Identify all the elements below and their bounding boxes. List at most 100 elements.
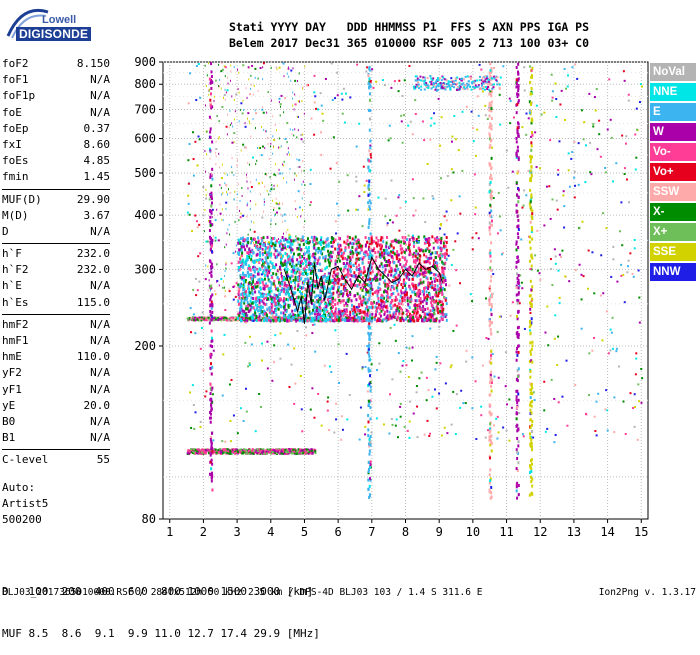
- echo-point: [221, 177, 223, 179]
- echo-point: [302, 452, 304, 454]
- echo-point: [387, 222, 389, 224]
- echo-point: [635, 157, 637, 159]
- echo-point: [604, 408, 606, 410]
- echo-point: [329, 303, 331, 306]
- echo-point: [359, 317, 361, 320]
- echo-point: [384, 84, 386, 86]
- echo-point: [628, 94, 630, 96]
- echo-point: [428, 257, 430, 260]
- echo-point: [412, 316, 414, 319]
- echo-point: [567, 74, 569, 76]
- echo-point: [440, 177, 442, 179]
- echo-point: [551, 100, 553, 102]
- echo-point: [364, 286, 366, 288]
- echo-point: [400, 403, 402, 405]
- echo-point: [322, 120, 324, 122]
- echo-point: [579, 264, 581, 266]
- echo-point: [314, 280, 316, 283]
- echo-point: [278, 308, 280, 311]
- echo-point: [262, 253, 264, 256]
- echo-point: [388, 251, 390, 254]
- echo-point: [418, 236, 420, 239]
- echo-point: [346, 305, 348, 307]
- echo-point: [413, 243, 415, 245]
- echo-point: [247, 365, 249, 367]
- echo-point: [375, 310, 377, 313]
- echo-point: [361, 320, 363, 323]
- echo-point: [589, 142, 591, 144]
- echo-point: [375, 258, 377, 260]
- echo-point: [608, 78, 610, 80]
- echo-point: [394, 80, 396, 82]
- echo-point: [267, 247, 269, 250]
- echo-point: [297, 262, 299, 265]
- echo-point: [217, 449, 219, 451]
- echo-point: [248, 264, 250, 267]
- echo-point: [432, 296, 434, 299]
- echo-point: [430, 301, 432, 304]
- echo-point: [225, 184, 227, 186]
- echo-point: [597, 148, 599, 150]
- echo-point: [251, 286, 253, 288]
- echo-point: [314, 75, 316, 77]
- echo-point: [634, 393, 636, 395]
- echo-point: [267, 367, 269, 369]
- echo-point: [295, 320, 297, 323]
- echo-point: [439, 145, 441, 147]
- echo-point: [220, 318, 222, 320]
- echo-point: [250, 296, 252, 299]
- echo-point: [266, 452, 268, 454]
- echo-point: [274, 293, 276, 296]
- echo-point: [241, 249, 243, 252]
- echo-point: [298, 190, 300, 192]
- echo-point: [544, 332, 546, 334]
- echo-point: [616, 348, 618, 350]
- echo-point: [520, 238, 522, 240]
- echo-point: [635, 373, 637, 375]
- echo-point: [197, 255, 199, 257]
- echo-point: [524, 89, 526, 91]
- echo-point: [288, 386, 290, 388]
- echo-point: [523, 66, 525, 68]
- echo-point: [273, 253, 275, 256]
- echo-point: [308, 300, 310, 303]
- echo-point: [427, 163, 429, 165]
- echo-point: [408, 376, 410, 378]
- echo-point: [336, 162, 338, 164]
- echo-point: [451, 168, 453, 170]
- echo-point: [441, 434, 443, 436]
- echo-point: [288, 287, 290, 290]
- echo-point: [209, 322, 211, 325]
- echo-point: [365, 288, 367, 291]
- echo-point: [211, 178, 213, 181]
- echo-point: [205, 278, 207, 280]
- echo-point: [247, 112, 249, 114]
- echo-point: [556, 200, 558, 202]
- echo-point: [444, 427, 446, 429]
- echo-point: [350, 262, 352, 265]
- echo-point: [407, 430, 409, 432]
- echo-point: [332, 292, 334, 295]
- echo-point: [269, 287, 271, 290]
- echo-point: [306, 448, 308, 450]
- echo-point: [433, 288, 435, 291]
- echo-point: [412, 311, 414, 313]
- echo-point: [545, 431, 547, 433]
- echo-point: [242, 266, 244, 269]
- echo-point: [402, 360, 404, 362]
- echo-point: [404, 257, 406, 260]
- echo-point: [597, 393, 599, 395]
- echo-point: [635, 352, 637, 354]
- echo-point: [550, 268, 552, 270]
- echo-point: [348, 319, 350, 322]
- echo-point: [239, 450, 241, 452]
- echo-point: [300, 271, 302, 273]
- echo-point: [254, 238, 256, 241]
- echo-point: [231, 262, 233, 264]
- echo-point: [241, 276, 243, 279]
- echo-point: [624, 80, 626, 82]
- echo-point: [331, 315, 333, 318]
- echo-point: [335, 307, 337, 310]
- echo-point: [298, 166, 300, 168]
- echo-point: [347, 210, 349, 212]
